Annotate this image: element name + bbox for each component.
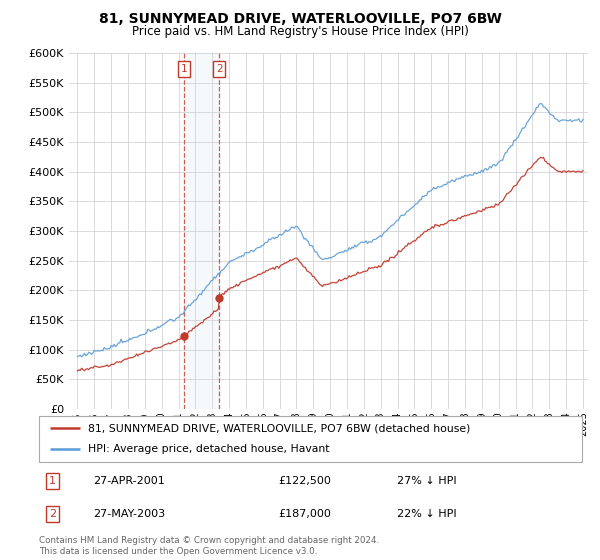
Text: 1: 1 bbox=[181, 64, 187, 74]
Text: 2: 2 bbox=[49, 509, 56, 519]
Text: £122,500: £122,500 bbox=[278, 476, 331, 486]
Text: 81, SUNNYMEAD DRIVE, WATERLOOVILLE, PO7 6BW (detached house): 81, SUNNYMEAD DRIVE, WATERLOOVILLE, PO7 … bbox=[88, 423, 470, 433]
Text: HPI: Average price, detached house, Havant: HPI: Average price, detached house, Hava… bbox=[88, 445, 329, 455]
Text: Contains HM Land Registry data © Crown copyright and database right 2024.
This d: Contains HM Land Registry data © Crown c… bbox=[39, 536, 379, 556]
Text: 27-APR-2001: 27-APR-2001 bbox=[94, 476, 165, 486]
Text: 22% ↓ HPI: 22% ↓ HPI bbox=[397, 509, 457, 519]
Text: 81, SUNNYMEAD DRIVE, WATERLOOVILLE, PO7 6BW: 81, SUNNYMEAD DRIVE, WATERLOOVILLE, PO7 … bbox=[98, 12, 502, 26]
Bar bbox=[184, 53, 219, 409]
Text: 2: 2 bbox=[216, 64, 223, 74]
Text: Price paid vs. HM Land Registry's House Price Index (HPI): Price paid vs. HM Land Registry's House … bbox=[131, 25, 469, 38]
Text: 1: 1 bbox=[49, 476, 56, 486]
Text: 27% ↓ HPI: 27% ↓ HPI bbox=[397, 476, 457, 486]
FancyBboxPatch shape bbox=[39, 416, 582, 462]
Text: 27-MAY-2003: 27-MAY-2003 bbox=[94, 509, 166, 519]
Text: £187,000: £187,000 bbox=[278, 509, 331, 519]
